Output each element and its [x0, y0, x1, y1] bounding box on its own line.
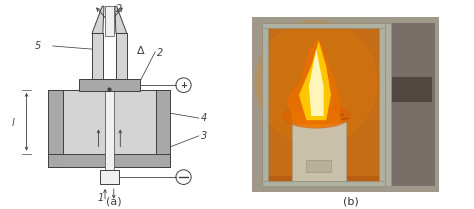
Text: $l$: $l$ [11, 116, 16, 128]
Polygon shape [299, 41, 331, 120]
Bar [385, 23, 392, 186]
Bar [252, 17, 439, 192]
Bar [262, 181, 385, 186]
Bar [116, 33, 127, 79]
Text: 3: 3 [201, 131, 207, 141]
Bar [79, 79, 140, 91]
Text: 4: 4 [201, 113, 207, 123]
Bar [100, 170, 119, 184]
Bar [48, 154, 171, 167]
Polygon shape [309, 49, 324, 116]
Bar [292, 122, 346, 181]
Text: o: o [105, 82, 110, 91]
Polygon shape [287, 37, 341, 124]
Text: +: + [180, 81, 187, 90]
Bar [92, 33, 103, 79]
Bar [105, 6, 114, 36]
Bar [48, 90, 63, 167]
Text: 2: 2 [116, 4, 122, 14]
Text: $\Delta$: $\Delta$ [136, 44, 145, 56]
Polygon shape [92, 6, 104, 33]
Text: 5: 5 [35, 41, 42, 51]
Ellipse shape [282, 103, 351, 129]
Text: (a): (a) [106, 197, 121, 207]
Text: 1: 1 [98, 192, 104, 203]
Bar [306, 160, 331, 172]
Bar [156, 90, 171, 167]
Ellipse shape [255, 20, 378, 145]
Text: (b): (b) [343, 197, 359, 207]
Bar [379, 23, 385, 186]
Ellipse shape [292, 109, 341, 127]
Bar [388, 23, 435, 186]
Polygon shape [115, 6, 127, 33]
Bar [390, 77, 432, 102]
Bar [267, 29, 380, 176]
Bar [262, 23, 268, 186]
Bar [262, 23, 385, 186]
Bar [63, 90, 156, 154]
Text: 2: 2 [157, 48, 164, 58]
Bar [262, 23, 385, 28]
Bar [105, 79, 114, 183]
